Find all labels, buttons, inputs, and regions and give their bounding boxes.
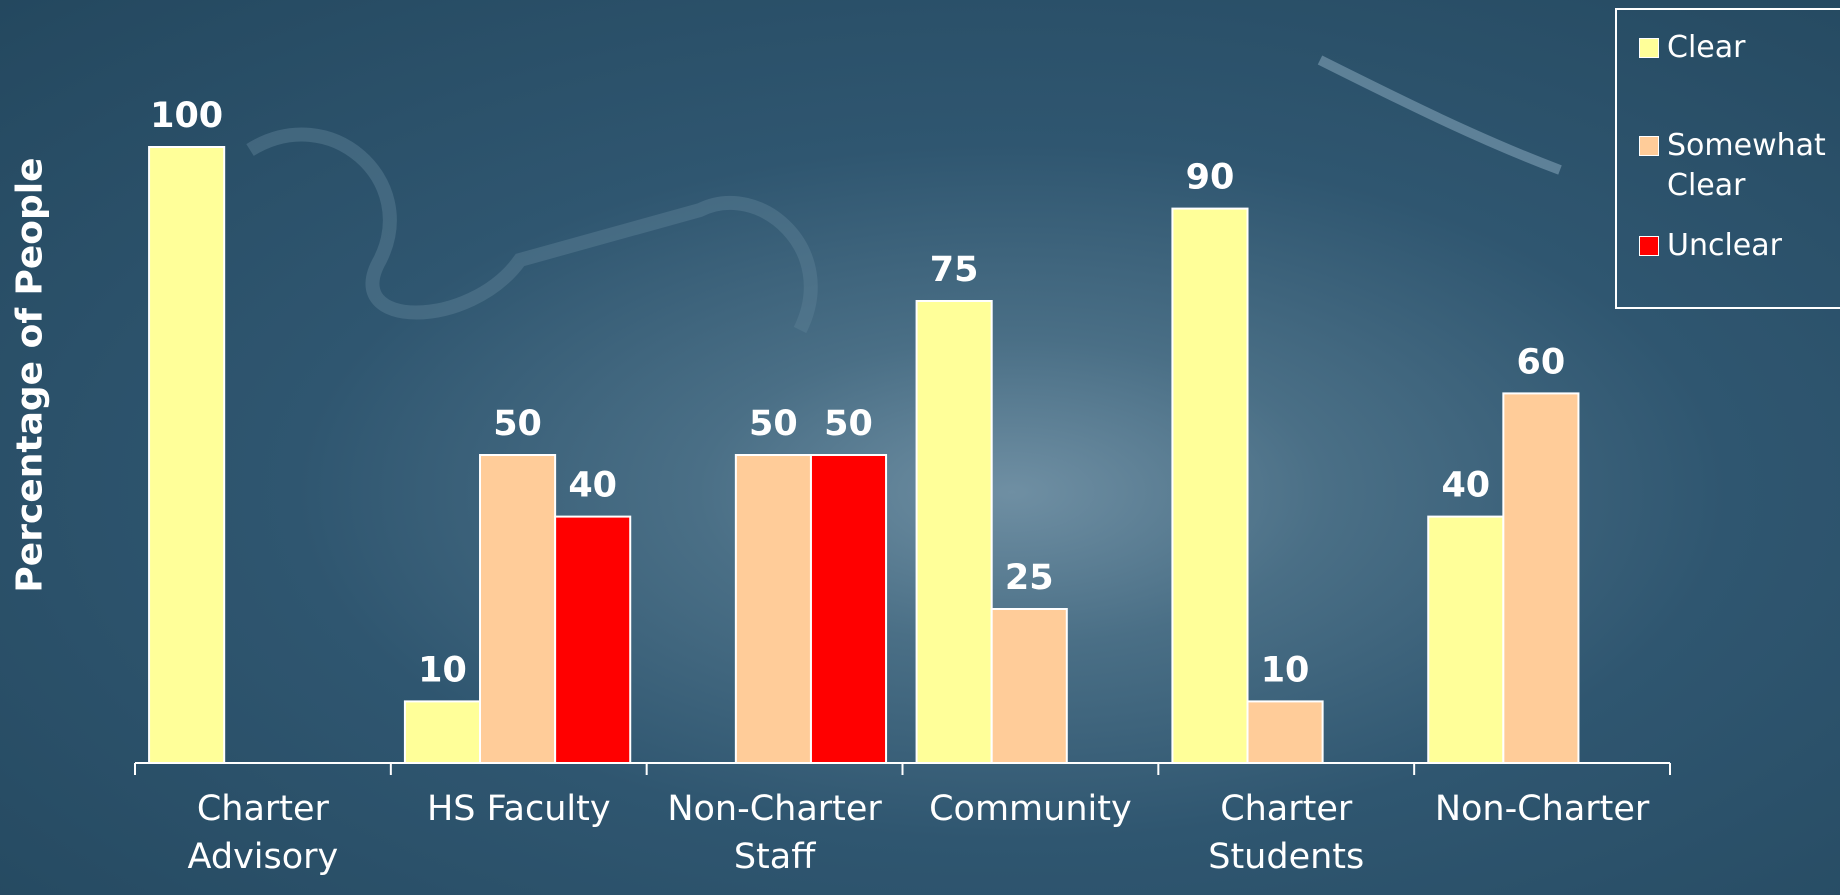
bar [1427,515,1505,764]
value-label: 10 [418,650,467,690]
puzzle-decor [1317,55,1562,175]
bar [1246,700,1324,765]
x-tick-label: Charter Students [1208,789,1365,877]
value-label: 50 [493,404,542,444]
value-label: 90 [1186,158,1235,198]
value-label: 25 [1005,558,1054,598]
value-label: 50 [749,404,798,444]
x-tick-label: HS Faculty [426,789,611,829]
value-label: 40 [568,466,617,506]
legend-label: Clear [1667,30,1746,65]
legend-swatch [1639,38,1659,58]
legend-swatch [1639,236,1659,256]
bar [990,608,1068,764]
bar [479,454,557,764]
bar [1502,392,1580,764]
bar [915,300,993,764]
legend-label: Unclear [1667,228,1782,263]
value-label: 75 [930,250,979,290]
bar [148,146,226,764]
x-tick-label: Charter Advisory [187,789,339,877]
value-label: 10 [1261,650,1310,690]
bar [734,454,812,764]
bar [809,454,888,764]
legend: Clear Somewhat Clear Unclear [1615,8,1840,309]
legend-label: Somewhat Clear [1667,128,1826,203]
x-tick-label: Non-Charter [1434,789,1650,829]
x-tick-label: Community [929,789,1132,829]
bar [554,515,632,764]
bar [403,700,482,765]
legend-swatch [1639,136,1659,156]
value-label: 40 [1441,466,1490,506]
x-tick-label: Non-Charter Staff [667,789,882,877]
bar [1171,207,1249,765]
value-label: 60 [1517,342,1566,382]
value-label: 100 [150,96,223,136]
puzzle-decor [246,127,818,334]
y-axis-label: Percentage of People [9,157,51,593]
value-label: 50 [824,404,873,444]
